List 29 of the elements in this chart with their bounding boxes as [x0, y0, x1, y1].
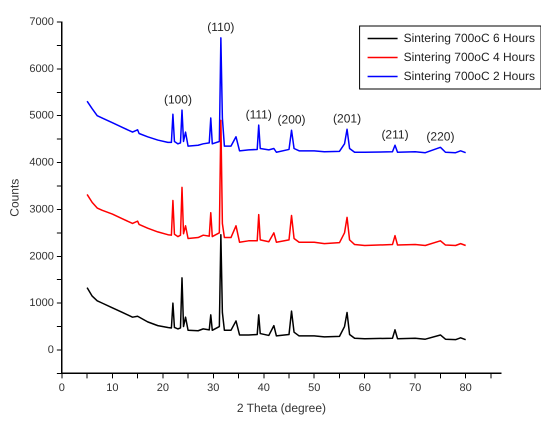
annotation: (211) — [381, 128, 409, 142]
y-tick-label: 0 — [48, 344, 54, 356]
y-tick-label: 3000 — [29, 203, 54, 216]
x-tick-label: 60 — [358, 382, 371, 394]
legend-label: Sintering 700oC 4 Hours — [404, 50, 536, 64]
annotation: (100) — [164, 92, 192, 106]
x-tick-label: 0 — [58, 382, 65, 394]
annotation: (111) — [246, 107, 272, 122]
y-tick-label: 6000 — [29, 62, 54, 75]
annotation: (201) — [333, 112, 362, 126]
y-tick-label: 2000 — [29, 250, 54, 262]
annotation: (200) — [278, 112, 306, 127]
x-axis-title: 2 Theta (degree) — [236, 401, 326, 416]
x-tick-label: 80 — [460, 382, 472, 394]
legend-label: Sintering 700oC 6 Hours — [404, 30, 536, 45]
y-tick-label: 5000 — [29, 110, 54, 122]
annotation: (220) — [426, 130, 454, 144]
x-tick-label: 40 — [258, 382, 270, 394]
annotation: (110) — [207, 20, 234, 34]
x-tick-label: 70 — [409, 382, 422, 394]
legend-label: Sintering 700oC 2 Hours — [404, 68, 536, 83]
x-tick-label: 20 — [156, 382, 169, 394]
y-axis-title: Counts — [8, 178, 22, 217]
x-tick-label: 50 — [308, 382, 320, 394]
y-tick-label: 7000 — [29, 16, 54, 28]
x-tick-label: 10 — [106, 382, 118, 394]
y-tick-label: 1000 — [29, 297, 54, 310]
y-tick-label: 4000 — [29, 156, 54, 169]
x-tick-label: 30 — [207, 382, 220, 394]
